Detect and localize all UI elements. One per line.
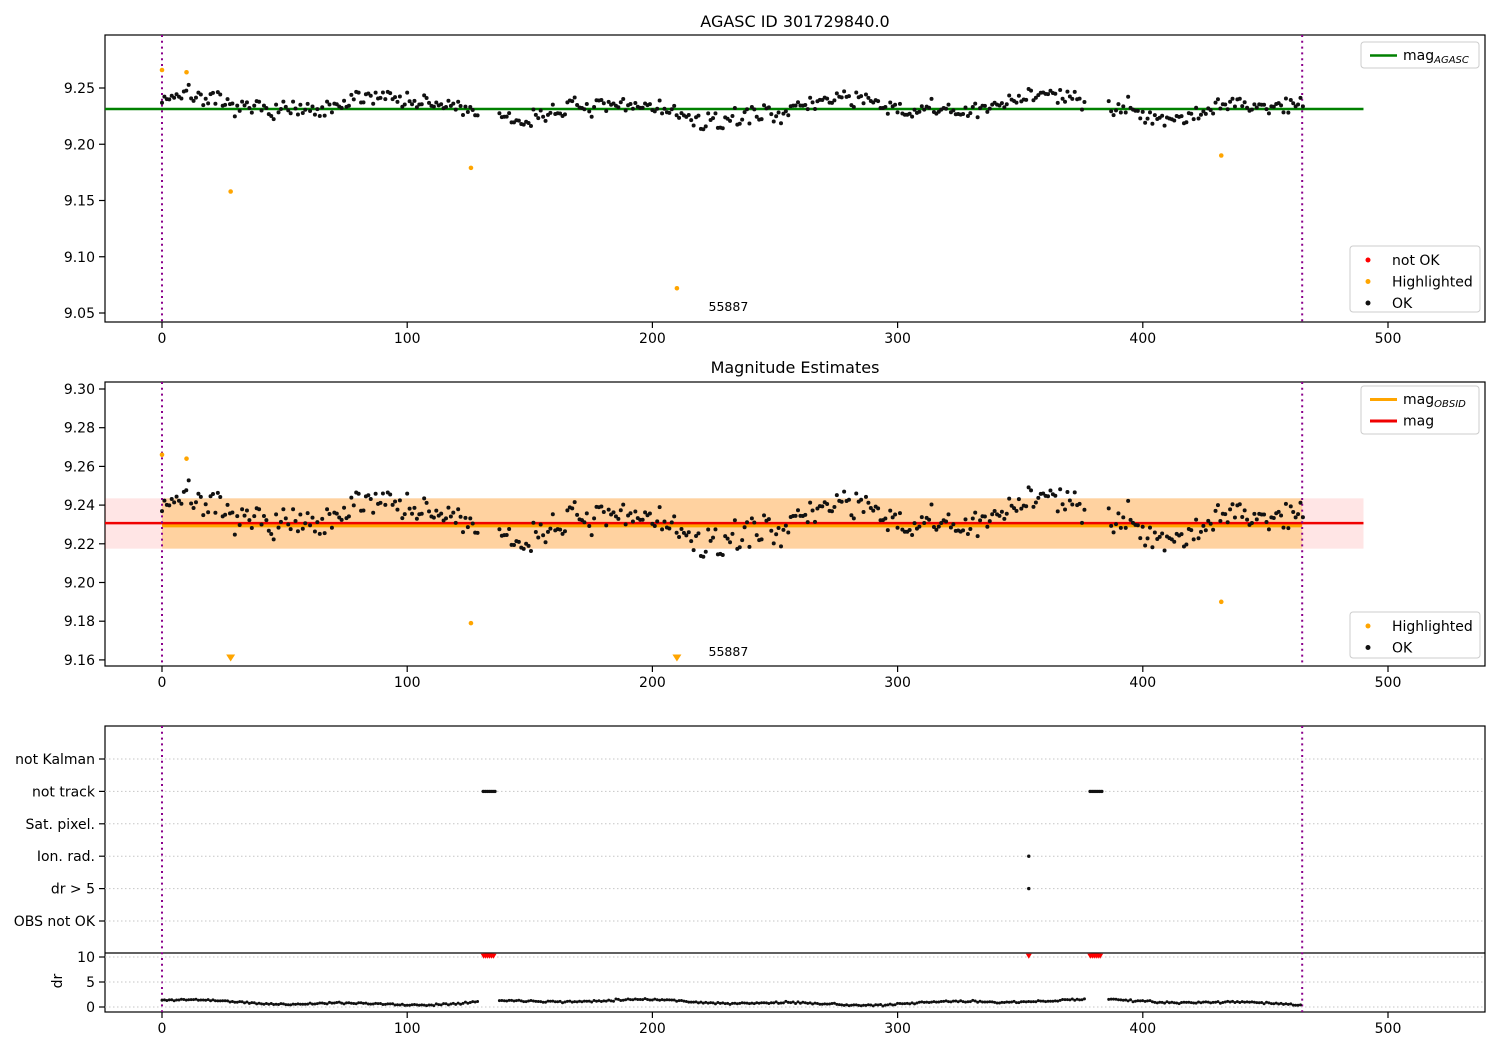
x-tick-label: 0 xyxy=(158,1021,167,1037)
x-tick-label: 400 xyxy=(1129,675,1156,691)
obsid-annotation: 55887 xyxy=(709,299,749,314)
x-tick-label: 200 xyxy=(639,675,666,691)
x-tick-label: 500 xyxy=(1375,331,1402,347)
legend-label: magAGASC xyxy=(1403,48,1469,66)
flag-category-label: dr > 5 xyxy=(51,882,95,898)
plot-title-top: AGASC ID 301729840.0 xyxy=(700,12,890,31)
x-tick-label: 400 xyxy=(1129,331,1156,347)
x-tick-label: 500 xyxy=(1375,1021,1402,1037)
y-tick-label: 9.18 xyxy=(64,614,95,630)
ok-points-middle xyxy=(160,478,1305,559)
y-tick-label: 9.26 xyxy=(64,459,95,475)
legend-marker xyxy=(1365,279,1371,284)
x-tick-label: 0 xyxy=(158,331,167,347)
x-tick-label: 0 xyxy=(158,675,167,691)
flag-event-points xyxy=(481,789,1104,891)
flag-gridlines xyxy=(105,758,1485,1008)
dr-points xyxy=(160,997,1302,1008)
legend-estimate-points: Highlighted OK xyxy=(1349,611,1481,659)
dr-overflow-points xyxy=(480,953,1104,959)
y-tick-label: 9.25 xyxy=(64,81,95,97)
plot-flags-dr: not Kalman not track Sat. pixel. Ion. rad. d… xyxy=(14,725,1486,1037)
highlighted-points-top xyxy=(159,67,1224,291)
flag-category-label: Sat. pixel. xyxy=(26,817,95,833)
dr-tick-label: 0 xyxy=(86,1000,95,1016)
ok-points-top xyxy=(160,82,1305,132)
legend-top-points: not OK Highlighted OK xyxy=(1349,245,1481,313)
y-tick-label: 9.20 xyxy=(64,137,95,153)
flag-category-label: OBS not OK xyxy=(14,914,96,930)
x-tick-label: 300 xyxy=(884,1021,911,1037)
flag-category-label: Ion. rad. xyxy=(37,849,95,865)
highlighted-points-middle xyxy=(159,452,1224,662)
flag-category-label: not track xyxy=(32,784,96,800)
dr-axis-label: dr xyxy=(50,973,66,988)
x-tick-label: 300 xyxy=(884,331,911,347)
legend-marker xyxy=(1365,623,1371,629)
dr-tick-label: 10 xyxy=(77,950,95,966)
y-tick-label: 9.10 xyxy=(64,250,95,266)
x-tick-label: 400 xyxy=(1129,1021,1156,1037)
legend-label: mag xyxy=(1403,414,1434,430)
legend-estimate-lines: magOBSID mag xyxy=(1360,385,1480,435)
legend-marker xyxy=(1365,645,1371,650)
plot-title-middle: Magnitude Estimates xyxy=(710,358,880,377)
legend-label: magOBSID xyxy=(1403,392,1466,410)
x-tick-label: 300 xyxy=(884,675,911,691)
obsid-annotation: 55887 xyxy=(709,644,749,659)
flag-category-label: not Kalman xyxy=(15,752,95,768)
y-tick-label: 9.28 xyxy=(64,421,95,437)
legend-marker xyxy=(1365,257,1371,263)
y-tick-label: 9.30 xyxy=(64,382,95,398)
y-tick-label: 9.05 xyxy=(64,306,95,322)
x-tick-label: 100 xyxy=(394,675,421,691)
y-tick-label: 9.16 xyxy=(64,653,95,669)
y-tick-label: 9.22 xyxy=(64,537,95,553)
legend-marker xyxy=(1365,300,1371,306)
y-tick-label: 9.15 xyxy=(64,194,95,210)
x-tick-label: 100 xyxy=(394,331,421,347)
y-tick-label: 9.24 xyxy=(64,498,95,514)
x-tick-label: 200 xyxy=(639,1021,666,1037)
x-tick-label: 500 xyxy=(1375,675,1402,691)
legend-label: not OK xyxy=(1392,253,1440,269)
x-tick-label: 100 xyxy=(394,1021,421,1037)
y-tick-label: 9.20 xyxy=(64,576,95,592)
x-tick-label: 200 xyxy=(639,331,666,347)
plot-magnitude-estimates: 9.16 9.18 9.20 9.22 9.24 9.26 9.28 9.30 0 100 200 3… xyxy=(64,381,1486,691)
legend-label: OK xyxy=(1392,296,1413,312)
legend-label: Highlighted xyxy=(1392,275,1473,291)
legend-label: OK xyxy=(1392,641,1413,657)
plot-mag-agasc: 9.05 9.10 9.15 9.20 9.25 0 100 200 300 400 500 5588… xyxy=(64,34,1486,347)
dr-tick-label: 5 xyxy=(86,975,95,991)
legend-label: Highlighted xyxy=(1392,619,1473,635)
legend-mag-agasc: magAGASC xyxy=(1360,41,1480,69)
